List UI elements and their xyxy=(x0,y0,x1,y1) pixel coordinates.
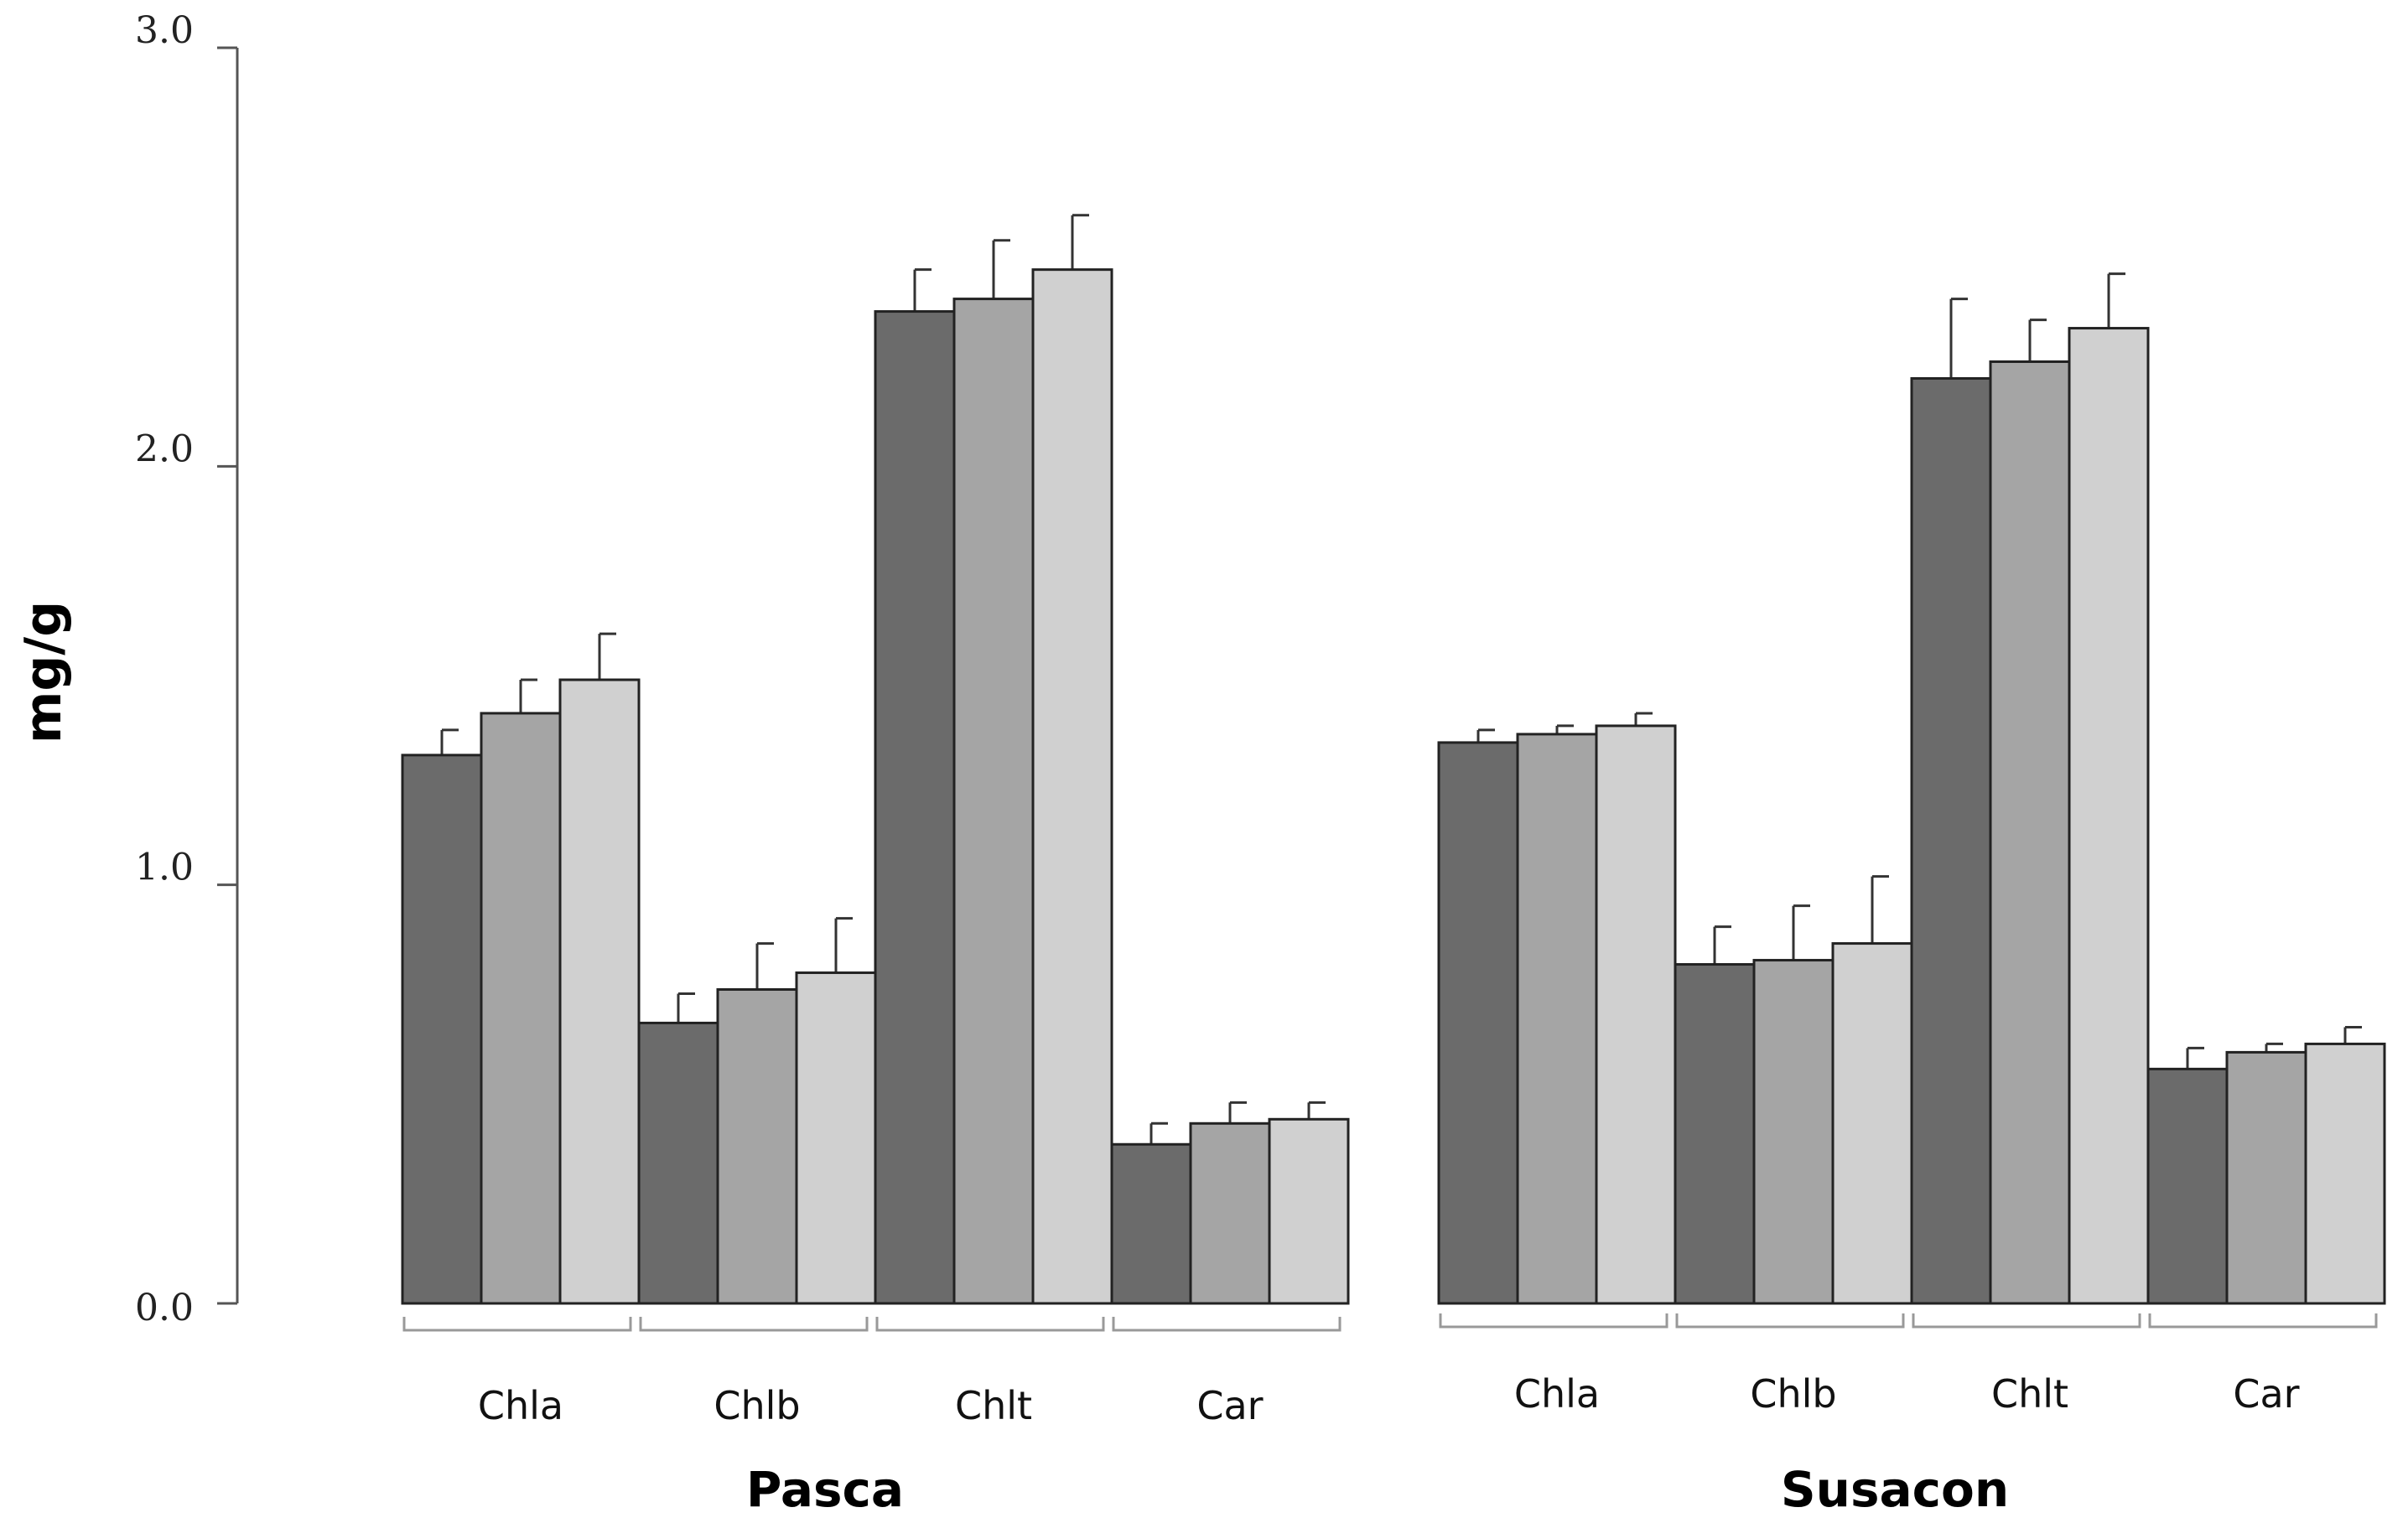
bar xyxy=(480,712,562,1305)
category-label: Chlb xyxy=(714,1383,800,1428)
bar xyxy=(401,754,483,1305)
y-tick-label: 0.0 xyxy=(135,1287,194,1329)
bar xyxy=(637,1021,719,1305)
bar xyxy=(558,678,641,1305)
category-label: Car xyxy=(2233,1371,2299,1417)
y-tick-label: 3.0 xyxy=(135,9,194,52)
bar xyxy=(795,971,877,1305)
category-bracket xyxy=(1439,1313,1668,1329)
bar xyxy=(716,988,798,1305)
bar xyxy=(1516,733,1598,1305)
y-axis-title: mg/g xyxy=(14,601,73,743)
bar xyxy=(1989,360,2071,1305)
bar xyxy=(1595,724,1677,1305)
y-axis: 0.0 1.0 2.0 3.0 xyxy=(135,9,239,1329)
category-label: Chlt xyxy=(955,1383,1032,1428)
bar xyxy=(2146,1067,2229,1305)
group-label: Pasca xyxy=(746,1461,904,1518)
bar xyxy=(874,310,956,1305)
y-tick-label: 1.0 xyxy=(135,847,194,889)
bars xyxy=(401,214,2386,1305)
y-tick-label: 2.0 xyxy=(135,427,194,470)
category-bracket xyxy=(402,1317,632,1332)
bar xyxy=(1268,1117,1350,1305)
category-label: Chlb xyxy=(1750,1371,1836,1417)
bar xyxy=(2068,327,2150,1305)
category-bracket xyxy=(1112,1317,1342,1332)
bar xyxy=(1110,1142,1192,1305)
bar xyxy=(2225,1050,2307,1305)
category-label: Chla xyxy=(478,1383,563,1428)
bar xyxy=(2304,1042,2386,1305)
category-bracket xyxy=(2148,1313,2378,1329)
category-label: Chla xyxy=(1514,1371,1600,1417)
category-bracket xyxy=(1912,1313,2141,1329)
category-bracket xyxy=(639,1317,869,1332)
bar xyxy=(1752,959,1835,1305)
category-label: Chlt xyxy=(1991,1371,2068,1417)
bar xyxy=(1831,942,1913,1305)
category-labels: Chla Chlb Chlt Car Pasca Chla Chlb Chlt Car Susac… xyxy=(402,1313,2378,1518)
bar xyxy=(1189,1122,1271,1305)
bar xyxy=(1674,963,1756,1305)
bar xyxy=(952,298,1035,1305)
bar xyxy=(1437,741,1519,1305)
category-bracket xyxy=(1675,1313,1905,1329)
bar xyxy=(1910,376,1992,1305)
bar xyxy=(1031,268,1113,1305)
category-bracket xyxy=(875,1317,1105,1332)
category-label: Car xyxy=(1196,1383,1263,1428)
group-label: Susacon xyxy=(1781,1461,2009,1518)
